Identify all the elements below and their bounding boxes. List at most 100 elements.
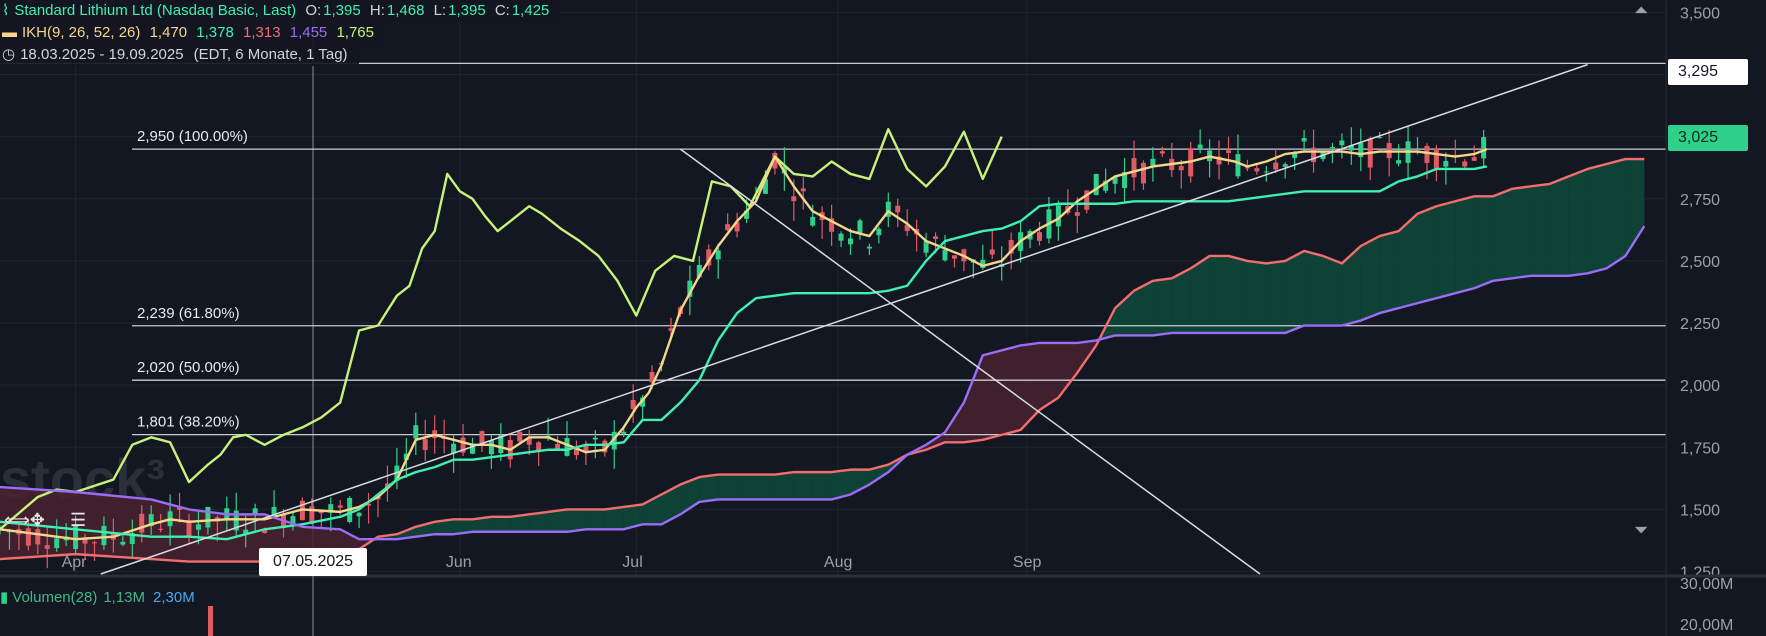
- fib-label: 1,801 (38.20%): [137, 414, 240, 431]
- trend-lines[interactable]: [100, 63, 1588, 575]
- candle-body: [148, 514, 154, 527]
- cloud-segment: [623, 504, 643, 530]
- candlesticks: [0, 125, 1487, 569]
- candle-body: [573, 447, 579, 456]
- candle-body: [923, 241, 929, 253]
- candle-body: [772, 152, 778, 169]
- candle-body: [744, 210, 750, 219]
- range-detail: (EDT, 6 Monate, 1 Tag): [193, 46, 348, 63]
- candle-body: [1292, 152, 1298, 158]
- candle-body: [451, 443, 457, 454]
- candle-body: [35, 529, 41, 545]
- volume-background: [0, 576, 1766, 636]
- cloud-segment: [1417, 206, 1437, 304]
- candle-body: [243, 529, 249, 534]
- candle-body: [1197, 144, 1203, 150]
- candle-body: [951, 255, 957, 259]
- cloud-segment: [1171, 268, 1191, 333]
- scroll-up-icon[interactable]: ⏶: [1634, 0, 1649, 20]
- scroll-down-icon[interactable]: ⏷: [1634, 520, 1649, 540]
- volume-icon: ▮: [0, 589, 9, 606]
- chart-type-icon: ⌇: [2, 2, 10, 19]
- x-tick-label: Aug: [824, 554, 852, 571]
- volume-tick-label: 20,00M: [1680, 617, 1733, 634]
- cloud-segment: [1587, 164, 1607, 274]
- candle-body: [857, 220, 863, 233]
- candle-body: [1481, 137, 1487, 159]
- cloud-segment: [1058, 342, 1078, 398]
- candle-body: [526, 437, 532, 445]
- candle-body: [1122, 172, 1128, 188]
- candle-body: [895, 205, 901, 213]
- cloud-segment: [1606, 159, 1626, 269]
- candle-body: [1424, 145, 1430, 163]
- candle-body: [44, 545, 50, 549]
- y-tick-label: 1,750: [1680, 440, 1720, 457]
- candle-body: [403, 453, 409, 460]
- clock-icon: ◷: [2, 46, 16, 63]
- candle-body: [1131, 158, 1137, 178]
- candle-body: [54, 538, 60, 549]
- cloud-segment: [699, 474, 719, 502]
- candle-body: [1084, 190, 1090, 210]
- candle-body: [1112, 177, 1118, 184]
- candle-body: [1273, 162, 1279, 170]
- candle-body: [829, 218, 835, 232]
- volume-value-2: 2,30M: [153, 589, 195, 606]
- candle-body: [611, 431, 617, 450]
- cloud-segment: [963, 355, 983, 443]
- candle-body: [1093, 173, 1099, 195]
- candle-body: [413, 425, 419, 439]
- cloud-segment: [774, 472, 794, 500]
- low-label: L:: [433, 2, 447, 19]
- ikh-legend[interactable]: ▬ IKH(9, 26, 52, 26) 1,470 1,378 1,313 1,…: [0, 22, 385, 44]
- close-label: C:: [494, 2, 510, 19]
- cloud-segment: [1285, 250, 1305, 333]
- candle-body: [479, 431, 485, 445]
- cloud-segment: [1115, 290, 1134, 336]
- candle-body: [1462, 161, 1468, 167]
- move-arrows-icon[interactable]: ⟺✥: [4, 510, 45, 530]
- y-tick-label: 2,500: [1680, 254, 1720, 271]
- candle-body: [791, 196, 797, 202]
- candle-body: [592, 437, 598, 440]
- candle-body: [158, 528, 164, 530]
- candle-body: [734, 222, 740, 232]
- candle-body: [25, 528, 31, 546]
- ikh-tenkan-value: 1,470: [149, 24, 188, 41]
- candle-body: [838, 233, 844, 241]
- candle-body: [470, 443, 475, 454]
- cloud-segment: [1190, 255, 1210, 333]
- cloud-segment: [1247, 260, 1267, 333]
- candle-body: [706, 249, 712, 266]
- candle-body: [1433, 149, 1439, 169]
- y-tick-label: 1,500: [1680, 502, 1720, 519]
- candle-body: [1377, 137, 1383, 139]
- candle-body: [233, 510, 239, 531]
- ikh-kijun-value: 1,378: [196, 24, 234, 41]
- open-value: 1,395: [323, 2, 361, 19]
- cloud-segment: [1474, 196, 1494, 289]
- candle-body: [139, 513, 145, 533]
- cloud-segment: [1323, 255, 1342, 326]
- cloud-segment: [1209, 255, 1229, 333]
- fib-label: 2,950 (100.00%): [137, 128, 248, 145]
- volume-label: Volumen(28): [12, 589, 98, 606]
- cloud-segment: [756, 474, 775, 500]
- x-tick-label: Sep: [1013, 554, 1042, 571]
- candle-body: [885, 201, 891, 217]
- candle-body: [696, 264, 702, 278]
- y-tick-label: 2,250: [1680, 316, 1720, 333]
- x-tick-label: Apr: [62, 554, 88, 571]
- y-tick-label: 2,750: [1680, 192, 1720, 209]
- candle-body: [1226, 150, 1231, 153]
- ikh-span-a-value: 1,313: [243, 24, 281, 41]
- cloud-segment: [1266, 260, 1286, 333]
- candle-body: [1311, 147, 1317, 163]
- candle-body: [649, 372, 655, 383]
- candle-body: [536, 442, 542, 452]
- menu-icon[interactable]: ☰: [70, 510, 87, 530]
- symbol-legend: ⌇ Standard Lithium Ltd (Nasdaq Basic, Las…: [0, 0, 561, 22]
- cloud-segment: [718, 474, 738, 500]
